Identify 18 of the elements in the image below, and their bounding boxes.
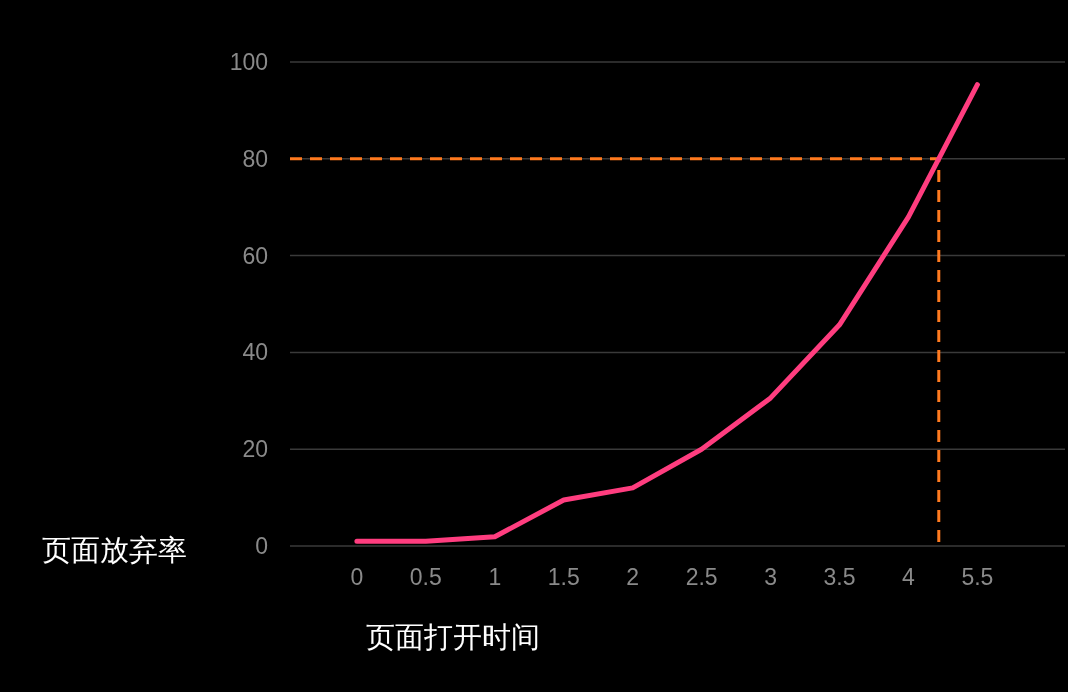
x-tick-label: 2.5 — [685, 564, 718, 590]
y-axis-title: 页面放弃率 — [42, 534, 187, 566]
y-tick-label: 80 — [242, 145, 268, 172]
x-tick-label: 2 — [626, 564, 640, 590]
x-tick-label: 5.5 — [961, 564, 994, 590]
x-tick-label: 1 — [488, 564, 502, 590]
y-tick-label: 40 — [242, 339, 268, 366]
y-tick-label: 60 — [242, 242, 268, 269]
x-tick-label: 1.5 — [547, 564, 580, 590]
x-axis-title: 页面打开时间 — [366, 621, 540, 653]
y-tick-label: 0 — [255, 533, 268, 559]
x-tick-label: 3 — [764, 564, 777, 590]
x-tick-label: 4 — [902, 564, 916, 590]
x-tick-label: 0 — [350, 564, 364, 590]
y-tick-label: 20 — [242, 436, 268, 463]
x-tick-label: 3.5 — [823, 564, 856, 590]
x-tick-label: 0.5 — [409, 564, 442, 590]
y-tick-label: 100 — [229, 49, 268, 75]
